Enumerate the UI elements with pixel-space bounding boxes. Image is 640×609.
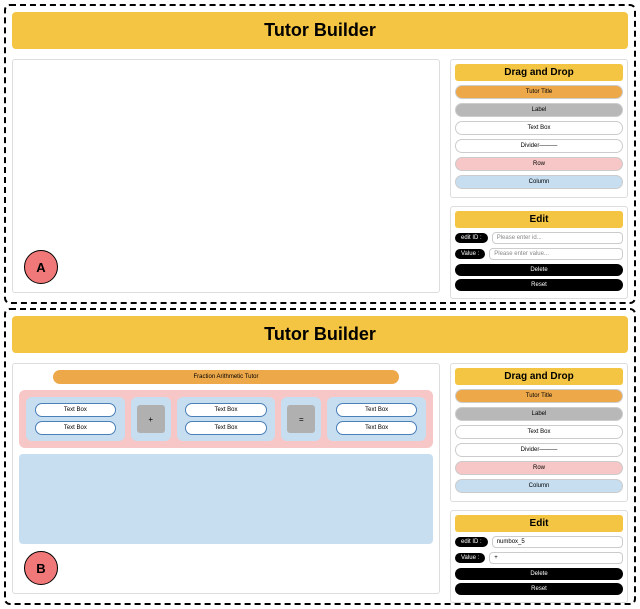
edit-id-label: edit ID : (455, 233, 488, 243)
canvas-col-3[interactable]: Text Box Text Box (327, 397, 426, 441)
reset-button[interactable]: Reset (455, 279, 623, 291)
canvas-col-2[interactable]: Text Box Text Box (177, 397, 276, 441)
drag-drop-panel-a: Drag and Drop Tutor Title Label Text Box… (450, 59, 628, 198)
textbox[interactable]: Text Box (35, 403, 117, 417)
canvas-col-1[interactable]: Text Box Text Box (26, 397, 125, 441)
operator-equals[interactable]: = (287, 405, 315, 433)
drag-item-divider[interactable]: Divider——— (455, 443, 623, 457)
edit-value-input[interactable]: + (489, 552, 623, 564)
edit-panel-b: Edit edit ID : numbox_5 Value : + Delete… (450, 510, 628, 603)
badge-b: B (24, 551, 58, 585)
drag-item-text-box[interactable]: Text Box (455, 121, 623, 135)
textbox[interactable]: Text Box (336, 421, 418, 435)
drag-item-row[interactable]: Row (455, 461, 623, 475)
edit-value-input[interactable]: Please enter value... (489, 248, 623, 260)
operator-plus[interactable]: + (137, 405, 165, 433)
canvas-col-op2[interactable]: = (281, 397, 321, 441)
drag-item-row[interactable]: Row (455, 157, 623, 171)
drag-drop-title: Drag and Drop (455, 368, 623, 385)
reset-button[interactable]: Reset (455, 583, 623, 595)
drag-drop-title: Drag and Drop (455, 64, 623, 81)
header-title-a: Tutor Builder (12, 12, 628, 49)
edit-id-label: edit ID : (455, 537, 488, 547)
textbox[interactable]: Text Box (185, 403, 267, 417)
drag-drop-panel-b: Drag and Drop Tutor Title Label Text Box… (450, 363, 628, 502)
delete-button[interactable]: Delete (455, 264, 623, 276)
canvas-col-op1[interactable]: + (131, 397, 171, 441)
edit-value-label: Value : (455, 249, 485, 259)
drag-item-label[interactable]: Label (455, 103, 623, 117)
canvas-b[interactable]: Fraction Arithmetic Tutor Text Box Text … (12, 363, 440, 594)
header-title-b: Tutor Builder (12, 316, 628, 353)
textbox[interactable]: Text Box (185, 421, 267, 435)
drag-item-tutor-title[interactable]: Tutor Title (455, 85, 623, 99)
drag-item-tutor-title[interactable]: Tutor Title (455, 389, 623, 403)
drag-item-label[interactable]: Label (455, 407, 623, 421)
canvas-tutor-title[interactable]: Fraction Arithmetic Tutor (53, 370, 399, 384)
drag-item-divider[interactable]: Divider——— (455, 139, 623, 153)
canvas-bottom-area[interactable] (19, 454, 433, 544)
textbox[interactable]: Text Box (336, 403, 418, 417)
drag-item-column[interactable]: Column (455, 175, 623, 189)
badge-a: A (24, 250, 58, 284)
edit-title: Edit (455, 211, 623, 228)
edit-id-input[interactable]: Please enter id... (492, 232, 623, 244)
textbox[interactable]: Text Box (35, 421, 117, 435)
drag-item-text-box[interactable]: Text Box (455, 425, 623, 439)
edit-title: Edit (455, 515, 623, 532)
delete-button[interactable]: Delete (455, 568, 623, 580)
edit-value-label: Value : (455, 553, 485, 563)
canvas-a[interactable] (12, 59, 440, 293)
edit-panel-a: Edit edit ID : Please enter id... Value … (450, 206, 628, 299)
panel-a: Tutor Builder Drag and Drop Tutor Title … (4, 4, 636, 304)
drag-item-column[interactable]: Column (455, 479, 623, 493)
panel-b: Tutor Builder Fraction Arithmetic Tutor … (4, 308, 636, 605)
edit-id-input[interactable]: numbox_5 (492, 536, 623, 548)
canvas-row[interactable]: Text Box Text Box + Text Box Text Box = (19, 390, 433, 448)
